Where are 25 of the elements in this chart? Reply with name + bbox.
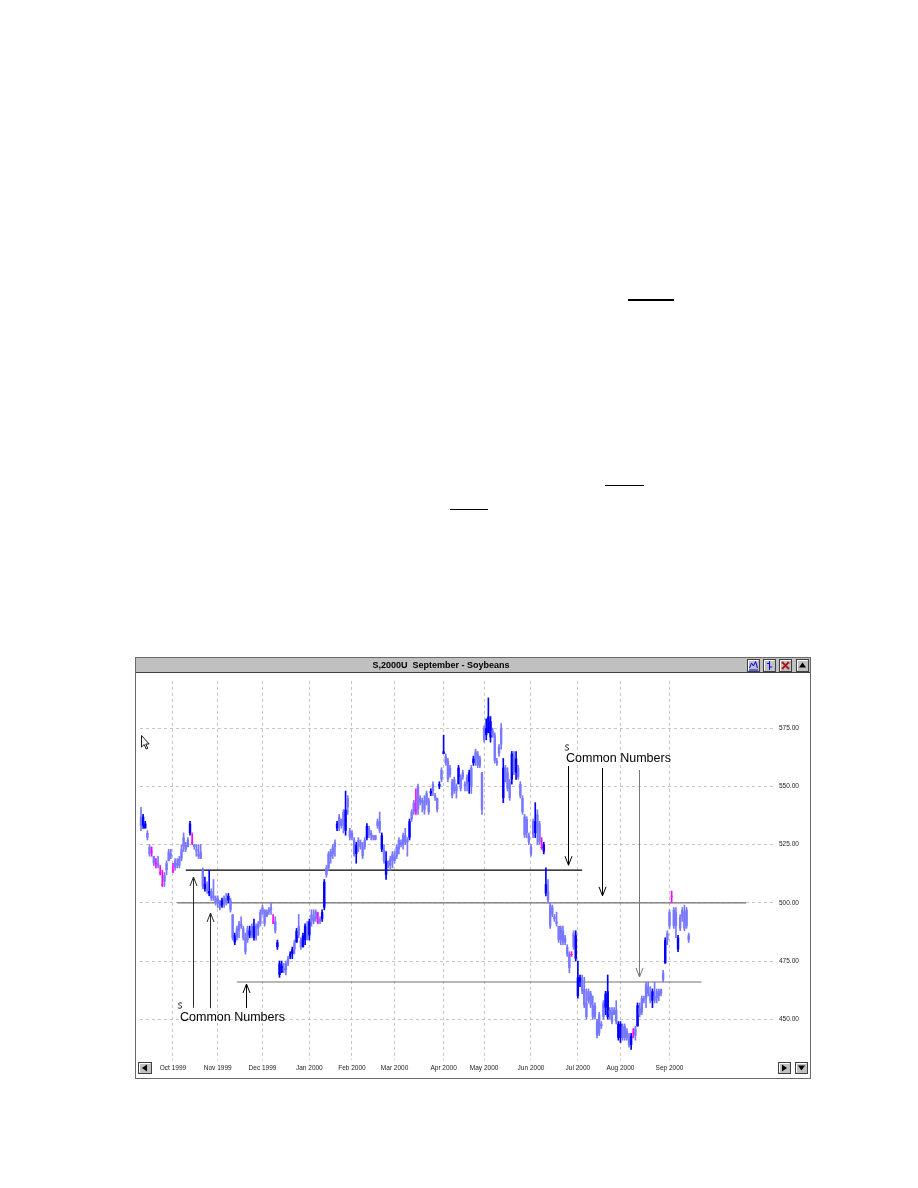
candlestick [570, 951, 573, 957]
candlestick [442, 734, 445, 755]
candlestick [687, 932, 690, 943]
chart-title: S,2000U September - Soybeans [372, 659, 510, 672]
candlestick [572, 930, 575, 950]
candlestick [602, 1000, 605, 1020]
candlestick [391, 851, 394, 869]
candlestick [229, 897, 232, 913]
candlestick [276, 939, 279, 950]
candlestick [278, 960, 281, 978]
candlestick [146, 830, 149, 841]
annotation: Common Numbers [566, 751, 671, 766]
candlestick [666, 930, 669, 946]
candlestick [440, 767, 443, 783]
candlestick [472, 755, 475, 766]
candlestick [263, 909, 266, 927]
candlestick [274, 916, 277, 934]
candlestick [668, 909, 671, 929]
candlestick [670, 890, 673, 904]
candlestick [634, 1025, 637, 1041]
candlestick [457, 765, 460, 785]
candlestick [271, 914, 275, 925]
candlestick [212, 879, 215, 901]
candlestick [555, 911, 558, 927]
annotation: Common Numbers [180, 1010, 285, 1025]
